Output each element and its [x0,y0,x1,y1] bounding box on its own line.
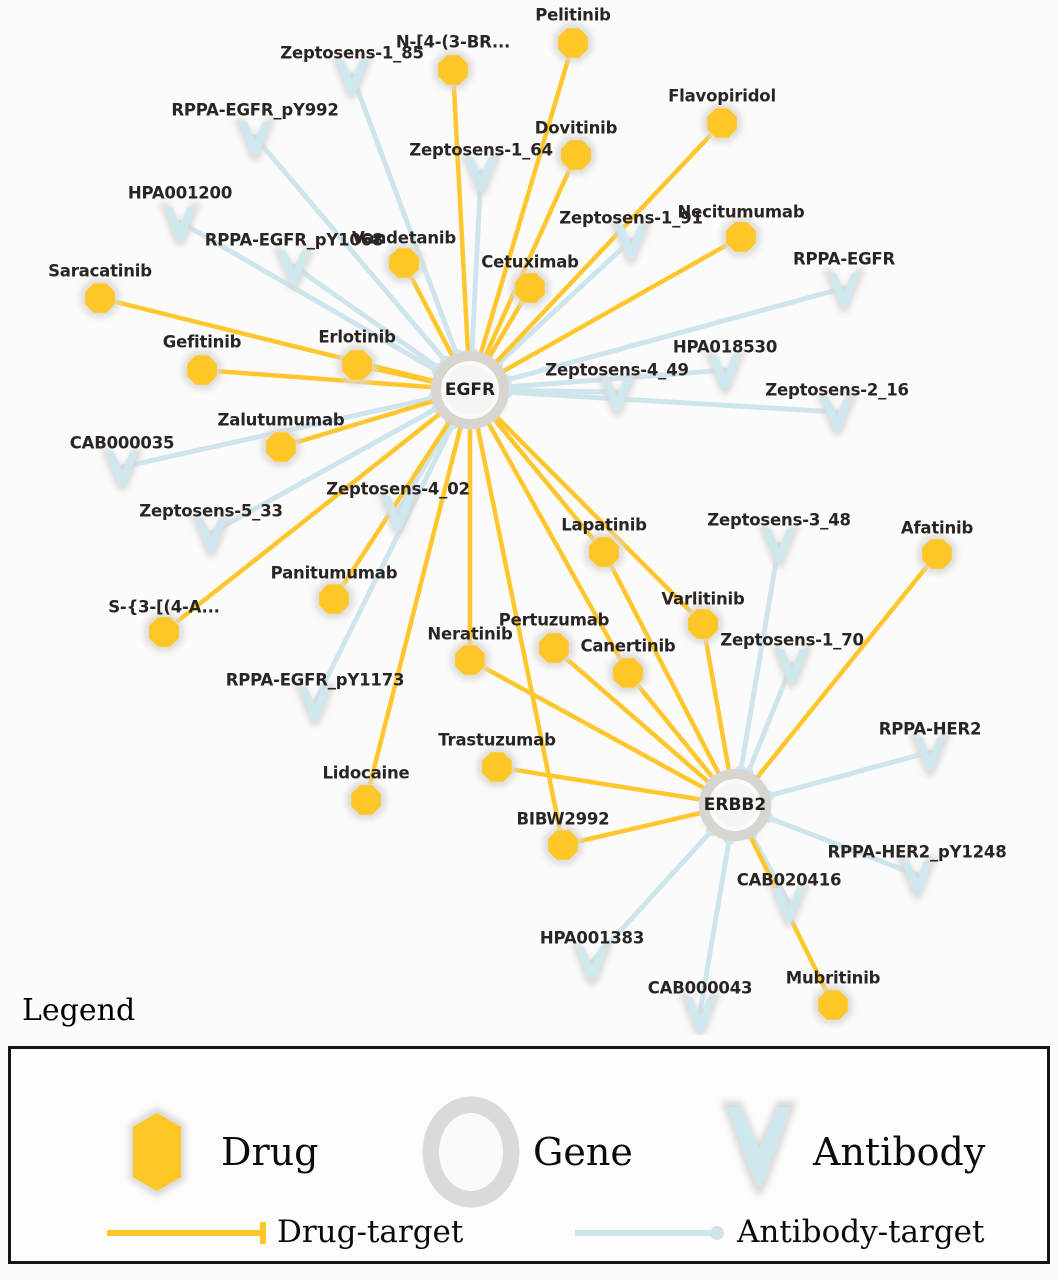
legend-item-drug-target: Drug-target [103,1217,463,1248]
legend-box: Drug Gene Antibody Drug-target [8,1046,1050,1264]
legend-item-drug: Drug [103,1093,318,1211]
antibody-icon [721,1101,797,1197]
network-canvas[interactable]: N-[4-(3-BR... Pelitinib Dovitinib Flavopiri… [0,0,1059,1035]
drug-target-edge-icon [107,1221,266,1244]
antibody-target-edge-icon [575,1225,724,1240]
legend-label-antibody-target: Antibody-target [737,1214,985,1250]
nodes-layer [80,23,957,1035]
gene-node-label: ERBB2 [703,795,767,815]
gene-node-label: EGFR [444,380,496,400]
legend-title: Legend [22,993,136,1028]
network-svg [80,23,957,1035]
legend-item-antibody-target: Antibody-target [571,1217,984,1248]
legend-label-antibody: Antibody [813,1130,986,1174]
legend-item-gene: Gene [421,1093,633,1211]
drug-icon [129,1107,185,1197]
legend-label-drug: Drug [221,1130,319,1174]
legend-label-gene: Gene [533,1130,633,1174]
legend-label-drug-target: Drug-target [277,1214,464,1250]
legend-item-antibody: Antibody [711,1093,985,1211]
gene-icon [422,1096,520,1208]
